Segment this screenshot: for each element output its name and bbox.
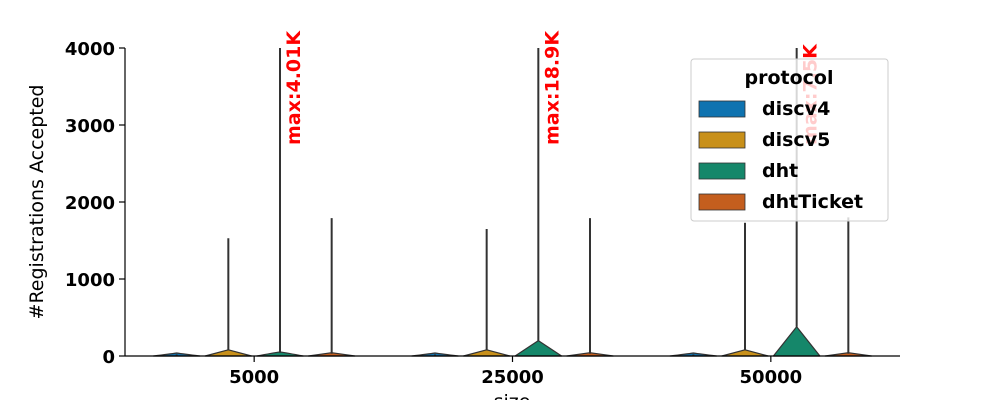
violin-body (514, 340, 563, 357)
legend-frame (690, 58, 889, 222)
max-annotation: max:18.9K (541, 30, 563, 145)
legend-label: dhtTicket (762, 191, 863, 213)
legend-items: discv4 discv5 dht dhtTicket (698, 98, 863, 213)
x-tick-label: 25000 (481, 367, 544, 388)
legend-label: discv5 (762, 129, 830, 151)
violin-body (721, 349, 769, 357)
x-axis-label: size (494, 391, 531, 400)
y-tick-label: 2000 (65, 193, 115, 214)
x-tick-label: 50000 (740, 367, 803, 388)
max-annotation: max:4.01K (283, 30, 305, 145)
legend-swatch (698, 193, 746, 211)
legend-label: discv4 (762, 98, 830, 120)
legend-swatch (698, 162, 746, 180)
y-tick-label: 4000 (65, 39, 115, 60)
legend-swatch (698, 131, 746, 149)
x-tick-label: 5000 (229, 367, 279, 388)
y-ticks: 0 1000 2000 3000 4000 (65, 39, 125, 368)
violin-body (204, 349, 253, 357)
violin-body (772, 326, 821, 357)
legend-swatch (698, 100, 746, 118)
y-axis-label: #Registrations Accepted (26, 85, 48, 320)
y-tick-label: 1000 (65, 270, 115, 291)
legend-label: dht (762, 160, 798, 182)
y-tick-label: 0 (102, 347, 115, 368)
violin-body (462, 349, 511, 357)
legend-title: protocol (745, 67, 834, 89)
legend: protocol discv4 discv5 dht dhtTicket (690, 58, 889, 222)
y-tick-label: 3000 (65, 116, 115, 137)
x-ticks: 5000 25000 50000 (229, 356, 802, 388)
